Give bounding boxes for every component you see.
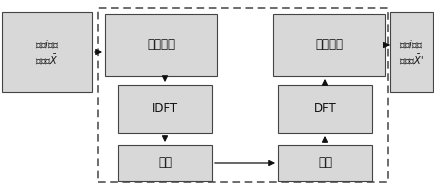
Bar [118,85,212,133]
Text: DFT: DFT [314,102,336,115]
Bar [98,8,388,182]
Bar [278,145,372,181]
Bar [118,145,212,181]
Text: 信道均衡: 信道均衡 [147,39,175,51]
Bar [105,14,217,76]
Text: 用户$i$子载
波信号$\bar{X}$': 用户$i$子载 波信号$\bar{X}$' [399,38,424,66]
Text: 扩频: 扩频 [318,156,332,170]
Bar [278,85,372,133]
Text: 用户$i$子载
波信号$\bar{X}$: 用户$i$子载 波信号$\bar{X}$ [35,38,59,66]
Text: 信道恢复: 信道恢复 [315,39,343,51]
Bar [2,12,92,92]
Bar [273,14,385,76]
Bar [390,12,433,92]
Text: IDFT: IDFT [152,102,178,115]
Text: 解扩: 解扩 [158,156,172,170]
